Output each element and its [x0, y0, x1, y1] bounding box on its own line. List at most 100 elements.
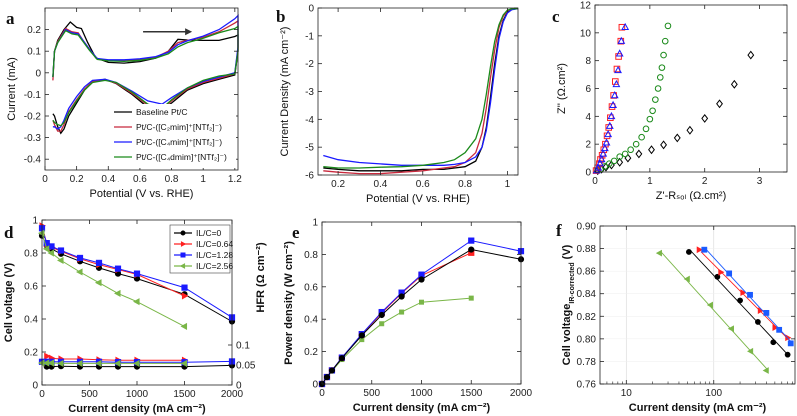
- y-tick-label: 0.1: [27, 47, 41, 58]
- panel-label: b: [276, 7, 285, 26]
- x-axis-label: Z'-Rₛₒₗ (Ω.cm²): [656, 190, 727, 202]
- data-point: [701, 113, 709, 123]
- data-point: [378, 311, 385, 319]
- series-3: [701, 246, 794, 347]
- data-point: [42, 245, 50, 253]
- data-point: [661, 37, 669, 45]
- data-point: [727, 325, 734, 333]
- y-tick-label: -2: [305, 59, 314, 70]
- y-tick-label: 0.90: [577, 222, 597, 233]
- y-tick-label: 4: [585, 112, 591, 123]
- y-tick-label: 0.8: [24, 249, 38, 260]
- y2-tick-label: 0: [236, 381, 242, 392]
- legend-label: Pt/C-([C₂mim]⁺[NTf₂]⁻): [136, 122, 222, 132]
- data-point: [747, 347, 754, 355]
- data-point: [740, 289, 747, 296]
- legend-item: IL/C=1.28: [174, 250, 233, 260]
- legend-item: Baseline Pt/C: [114, 107, 188, 117]
- y-tick-label: 10: [580, 28, 592, 39]
- data-point: [379, 321, 385, 327]
- y-tick-label: 0.86: [577, 267, 597, 278]
- x-tick-label: 1: [647, 176, 653, 187]
- data-point: [635, 149, 643, 159]
- data-point: [607, 111, 616, 120]
- data-point: [646, 115, 654, 123]
- y-tick-label: -0.2: [24, 112, 42, 123]
- panel-label: e: [292, 223, 300, 242]
- plot-frame: [44, 7, 239, 171]
- x-tick-label: 0: [319, 388, 325, 399]
- x-tick-label: 1500: [173, 389, 196, 400]
- legend-item: Pt/C-([C₄mim]⁺[NTf₂]⁻): [114, 137, 222, 147]
- data-point: [605, 121, 614, 129]
- y-tick-label: 0.4: [304, 315, 318, 326]
- legend-marker: [180, 252, 186, 258]
- data-point: [621, 150, 629, 158]
- chart-f: f 10 100 0.76 0.78 0.80 0.82 0.84 0.86 0.88 0.90 Cu…: [556, 221, 796, 414]
- data-point: [614, 66, 622, 74]
- x-axis-label: Current density (mA cm⁻²): [353, 402, 491, 414]
- series-1: [686, 249, 791, 358]
- y-tick-label: 8: [585, 56, 591, 67]
- data-point: [660, 140, 668, 150]
- data-point: [686, 249, 692, 255]
- x-tick-label: 0: [592, 176, 598, 187]
- x-axis-label: Current density (mA cm⁻²): [68, 403, 206, 415]
- x-tick-label: 0.2: [70, 174, 84, 185]
- series-2: [696, 246, 792, 342]
- series-7: [38, 359, 188, 367]
- data-point: [617, 36, 626, 44]
- y-tick-label: -3: [305, 87, 314, 98]
- legend-item: IL/C=2.56: [174, 261, 233, 271]
- data-point: [648, 145, 655, 155]
- data-point: [48, 243, 55, 250]
- y-tick-label: 0.78: [577, 357, 597, 368]
- x-axis-label: Potential (V vs. RHE): [366, 193, 470, 205]
- chart-e: e 0 500 1000 1500 2000 0 0.2 0.4 0.6 0.8 1 Current d…: [283, 218, 533, 415]
- data-point: [604, 130, 613, 138]
- data-point: [95, 279, 102, 287]
- data-point: [755, 319, 761, 325]
- x-tick-label: 2000: [510, 388, 533, 399]
- data-point: [638, 133, 645, 141]
- y-tick-label: 12: [580, 1, 592, 12]
- y-tick-label: 0.2: [27, 25, 41, 36]
- data-point: [730, 79, 738, 89]
- legend-label: Baseline Pt/C: [136, 107, 188, 117]
- legend-item: Pt/C-([C₂mim]⁺[NTf₂]⁻): [114, 122, 222, 132]
- x-tick-label: 1: [200, 174, 206, 185]
- legend: Baseline Pt/C Pt/C-([C₂mim]⁺[NTf₂]⁻) Pt/C-…: [110, 104, 236, 168]
- y-tick-label: 0.82: [577, 312, 597, 323]
- legend-label: IL/C=2.56: [196, 261, 233, 271]
- data-point: [605, 160, 613, 167]
- data-point: [181, 284, 188, 291]
- data-point: [642, 125, 650, 133]
- panel-label: f: [556, 221, 562, 240]
- x-tick-label: 500: [363, 388, 380, 399]
- y-tick-label: 0.2: [24, 348, 38, 359]
- y-tick-label: 0: [308, 4, 314, 15]
- data-point: [599, 149, 608, 157]
- x-tick-label: 10: [621, 388, 633, 399]
- y-tick-label: -0.3: [24, 133, 42, 144]
- x-tick-label: 500: [81, 389, 98, 400]
- data-point: [76, 254, 84, 262]
- y-tick-label: -6: [305, 171, 314, 182]
- x-tick-label: 3: [757, 176, 763, 187]
- data-point: [399, 309, 405, 315]
- data-point: [609, 100, 618, 108]
- data-point: [618, 23, 626, 31]
- data-point: [47, 249, 55, 257]
- x-tick-label: 0: [39, 389, 45, 400]
- data-point: [772, 324, 779, 331]
- legend-label: IL/C=1.28: [196, 250, 233, 260]
- y-tick-label: 0.6: [304, 282, 318, 293]
- x-tick-label: 2: [702, 176, 708, 187]
- y-tick-label: 6: [585, 84, 591, 95]
- data-point: [418, 299, 424, 305]
- data-point: [95, 259, 103, 267]
- data-point: [338, 355, 346, 362]
- data-point: [696, 246, 703, 254]
- y-tick-label: 0.6: [24, 282, 38, 293]
- data-point: [328, 367, 336, 374]
